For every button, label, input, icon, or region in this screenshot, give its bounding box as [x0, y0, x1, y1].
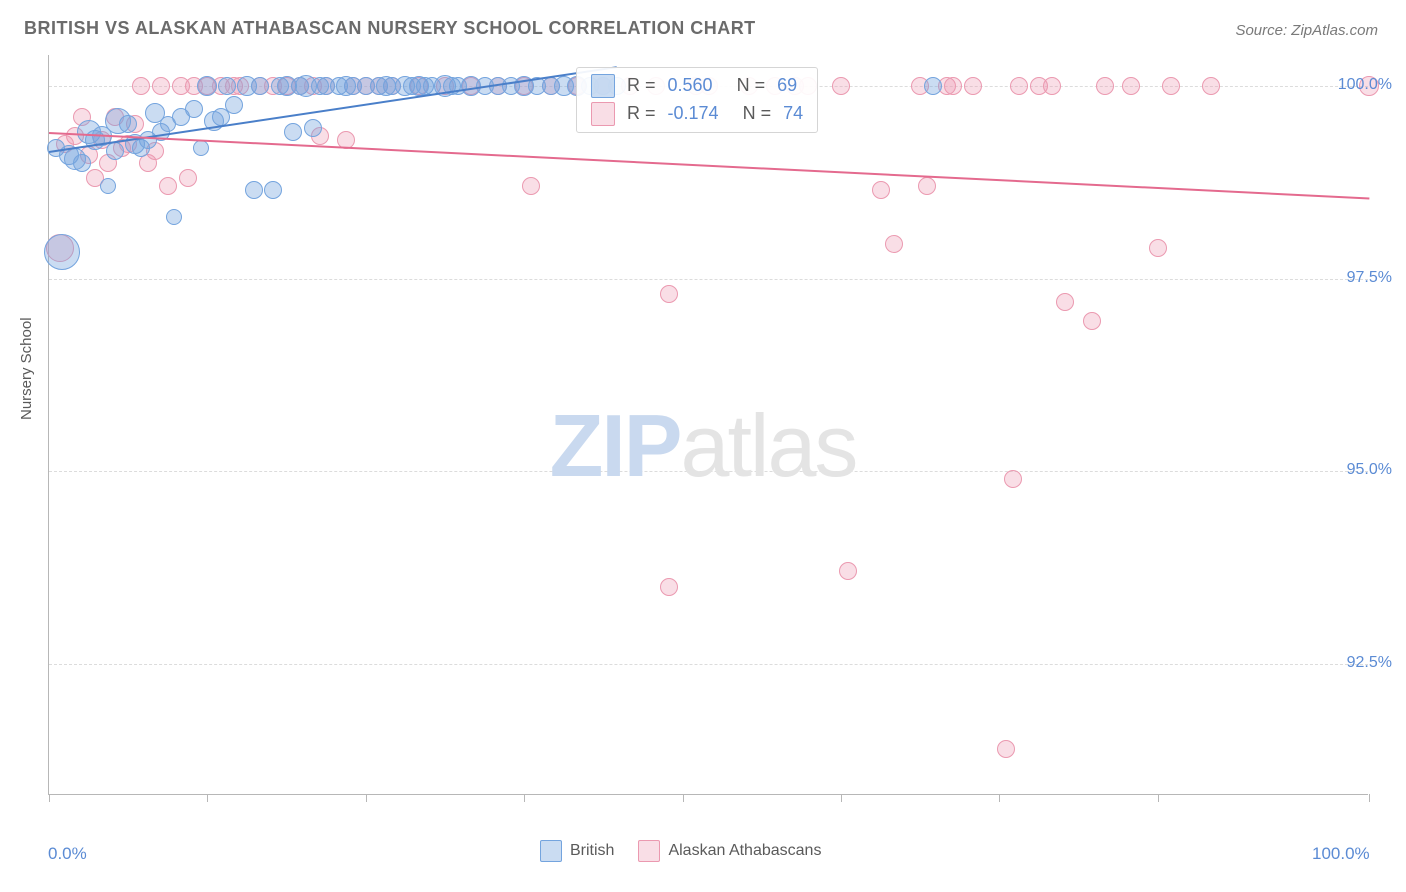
athabascan-point	[1096, 77, 1114, 95]
athabascan-point	[660, 285, 678, 303]
stats-british: R = 0.560 N = 69	[591, 74, 803, 98]
british-point	[100, 178, 116, 194]
x-tick	[683, 794, 684, 802]
athabascan-point	[1010, 77, 1028, 95]
british-point	[284, 123, 302, 141]
n-value: 69	[777, 75, 797, 96]
british-point	[193, 140, 209, 156]
stats-british-swatch-icon	[591, 74, 615, 98]
x-tick	[841, 794, 842, 802]
gridline	[49, 664, 1368, 665]
athabascan-point	[179, 169, 197, 187]
stats-athabascan: R = -0.174 N = 74	[591, 102, 803, 126]
legend-british-label: British	[570, 842, 614, 859]
british-point	[304, 119, 322, 137]
british-point	[245, 181, 263, 199]
british-point	[218, 77, 236, 95]
british-point	[225, 96, 243, 114]
stats-athabascan-swatch-icon	[591, 102, 615, 126]
athabascan-point	[132, 77, 150, 95]
y-tick-label: 100.0%	[1338, 76, 1392, 94]
x-tick	[1158, 794, 1159, 802]
r-label: R =	[627, 75, 656, 96]
athabascan-swatch-icon	[638, 840, 660, 862]
plot-area	[48, 55, 1368, 795]
athabascan-point	[832, 77, 850, 95]
athabascan-point	[1043, 77, 1061, 95]
british-swatch-icon	[540, 840, 562, 862]
y-axis-label: Nursery School	[18, 317, 35, 420]
athabascan-point	[1056, 293, 1074, 311]
athabascan-point	[918, 177, 936, 195]
n-label: N =	[737, 75, 766, 96]
x-tick	[49, 794, 50, 802]
athabascan-point	[159, 177, 177, 195]
x-tick	[366, 794, 367, 802]
y-tick-label: 95.0%	[1347, 461, 1392, 479]
r-value: -0.174	[668, 103, 719, 124]
athabascan-point	[522, 177, 540, 195]
gridline	[49, 471, 1368, 472]
athabascan-point	[1004, 470, 1022, 488]
athabascan-point	[660, 578, 678, 596]
athabascan-point	[152, 77, 170, 95]
british-point	[166, 209, 182, 225]
legend-athabascan-label: Alaskan Athabascans	[668, 842, 821, 859]
x-tick	[207, 794, 208, 802]
athabascan-point	[839, 562, 857, 580]
legend: British Alaskan Athabascans	[540, 840, 821, 862]
athabascan-point	[1083, 312, 1101, 330]
athabascan-point	[872, 181, 890, 199]
british-point	[197, 76, 217, 96]
stats-box: R =0.560N =69R =-0.174N =74	[576, 67, 818, 133]
x-tick-label: 0.0%	[48, 844, 87, 864]
british-point	[119, 115, 137, 133]
athabascan-point	[997, 740, 1015, 758]
chart-title: BRITISH VS ALASKAN ATHABASCAN NURSERY SC…	[24, 18, 756, 39]
source-label: Source: ZipAtlas.com	[1235, 22, 1378, 39]
british-point	[251, 77, 269, 95]
athabascan-point	[1122, 77, 1140, 95]
y-tick-label: 92.5%	[1347, 654, 1392, 672]
british-point	[264, 181, 282, 199]
y-tick-label: 97.5%	[1347, 269, 1392, 287]
n-label: N =	[743, 103, 772, 124]
athabascan-point	[1162, 77, 1180, 95]
athabascan-point	[964, 77, 982, 95]
x-tick-label: 100.0%	[1312, 844, 1370, 864]
legend-item-athabascan: Alaskan Athabascans	[638, 840, 821, 862]
x-tick	[999, 794, 1000, 802]
n-value: 74	[783, 103, 803, 124]
athabascan-point	[885, 235, 903, 253]
r-value: 0.560	[668, 75, 713, 96]
british-point	[924, 77, 942, 95]
legend-item-british: British	[540, 840, 614, 862]
british-point	[73, 154, 91, 172]
x-tick	[524, 794, 525, 802]
british-point	[106, 142, 124, 160]
gridline	[49, 279, 1368, 280]
athabascan-point	[944, 77, 962, 95]
british-point	[44, 234, 80, 270]
athabascan-point	[1202, 77, 1220, 95]
athabascan-point	[1149, 239, 1167, 257]
x-tick	[1369, 794, 1370, 802]
r-label: R =	[627, 103, 656, 124]
british-point	[185, 100, 203, 118]
